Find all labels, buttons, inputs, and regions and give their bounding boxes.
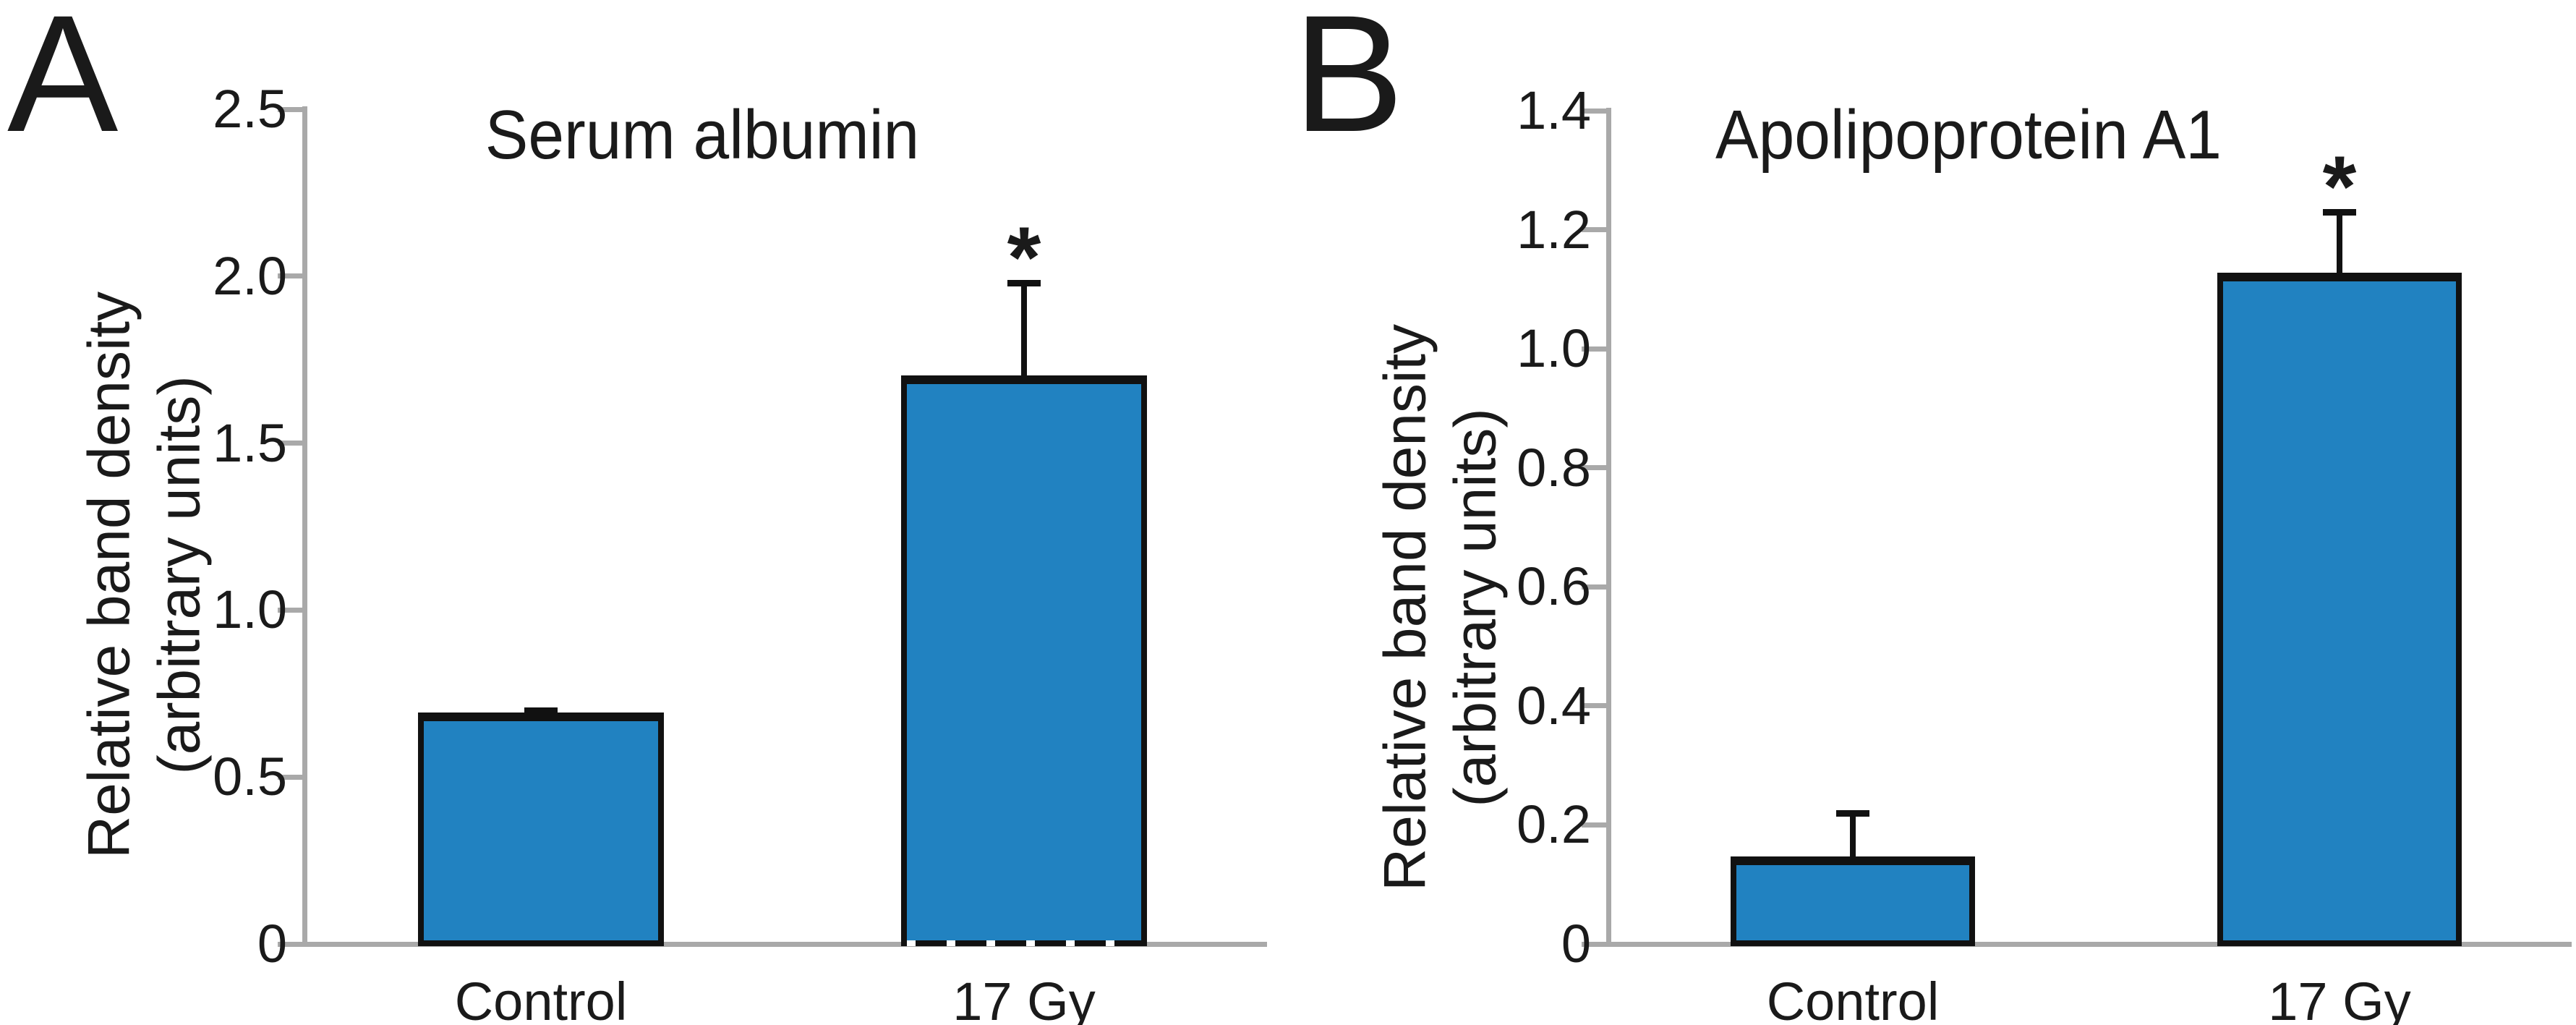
y-tick bbox=[278, 774, 302, 780]
error-bar-line bbox=[1021, 284, 1027, 383]
x-axis-line bbox=[1603, 942, 2572, 947]
y-tick bbox=[278, 273, 302, 279]
panel-a-y-axis-label: Relative band density (arbitrary units) bbox=[74, 292, 215, 859]
error-bar-cap bbox=[2323, 208, 2356, 216]
y-tick bbox=[1582, 346, 1606, 352]
error-bar-cap bbox=[524, 707, 558, 714]
category-label: Control bbox=[454, 971, 628, 1025]
category-label: Control bbox=[1766, 971, 1940, 1025]
y-tick-label: 0 bbox=[257, 914, 287, 974]
y-tick-label: 1.0 bbox=[213, 579, 287, 640]
bar-17-gy bbox=[2217, 273, 2462, 946]
y-tick bbox=[1582, 941, 1606, 947]
y-tick-label: 2.0 bbox=[213, 245, 287, 306]
y-axis-line bbox=[1606, 108, 1611, 947]
y-tick-label: 1.0 bbox=[1517, 318, 1591, 379]
bar-control bbox=[418, 713, 664, 946]
y-tick bbox=[1582, 108, 1606, 114]
y-tick-label: 2.5 bbox=[213, 79, 287, 139]
panel-b-title: Apolipoprotein A1 bbox=[1715, 96, 2222, 174]
y-tick-label: 1.2 bbox=[1517, 199, 1591, 260]
y-tick bbox=[278, 106, 302, 112]
significance-asterisk: * bbox=[1007, 209, 1041, 307]
y-tick-label: 0.8 bbox=[1517, 437, 1591, 498]
y-tick bbox=[1582, 822, 1606, 828]
y-tick-label: 1.4 bbox=[1517, 80, 1591, 140]
category-label: 17 Gy bbox=[952, 971, 1096, 1025]
category-label: 17 Gy bbox=[2268, 971, 2411, 1025]
bar-control bbox=[1731, 856, 1975, 946]
error-bar-line bbox=[538, 711, 544, 720]
panel-b-y-axis-label: Relative band density (arbitrary units) bbox=[1370, 324, 1511, 891]
error-bar-cap bbox=[1836, 809, 1869, 817]
y-tick-label: 0.5 bbox=[213, 747, 287, 807]
y-axis-line bbox=[302, 106, 307, 947]
y-tick-label: 0.4 bbox=[1517, 675, 1591, 736]
bar-base-dashes bbox=[907, 940, 1141, 946]
y-tick-label: 0.2 bbox=[1517, 794, 1591, 855]
bar-17-gy bbox=[901, 375, 1147, 946]
error-bar-cap bbox=[1007, 280, 1041, 287]
x-axis-line bbox=[299, 942, 1267, 947]
panel-b-y-axis-label-line2: (arbitrary units) bbox=[1442, 408, 1508, 807]
panel-a-y-axis-label-line1: Relative band density bbox=[76, 291, 142, 859]
y-tick bbox=[1582, 227, 1606, 233]
y-tick bbox=[1582, 584, 1606, 590]
y-tick-label: 0.6 bbox=[1517, 556, 1591, 617]
panel-a-title: Serum albumin bbox=[485, 96, 920, 174]
significance-asterisk: * bbox=[2322, 137, 2357, 235]
panel-b-y-axis-label-line1: Relative band density bbox=[1372, 323, 1438, 892]
y-tick bbox=[1582, 703, 1606, 709]
y-tick bbox=[278, 441, 302, 446]
panel-a-letter: A bbox=[7, 0, 119, 166]
y-tick bbox=[278, 607, 302, 613]
error-bar-line bbox=[1850, 814, 1856, 864]
y-tick-label: 0 bbox=[1561, 914, 1591, 974]
y-tick-label: 1.5 bbox=[213, 412, 287, 473]
y-tick bbox=[278, 941, 302, 947]
y-tick bbox=[1582, 465, 1606, 471]
panel-b-letter: B bbox=[1293, 0, 1404, 166]
error-bar-line bbox=[2337, 213, 2342, 281]
panel-a-y-axis-label-line2: (arbitrary units) bbox=[146, 375, 212, 775]
